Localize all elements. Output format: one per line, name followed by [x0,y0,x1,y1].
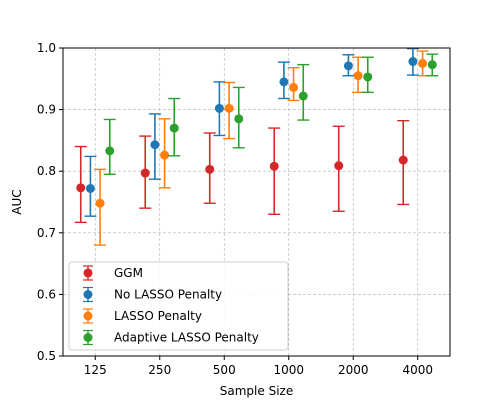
data-point [363,72,373,82]
data-point [214,103,224,113]
x-tick-label: 500 [213,363,236,377]
series-lasso-penalty [94,50,429,246]
data-point [398,155,408,165]
data-point [140,168,150,178]
data-point [279,77,289,87]
legend-label: GGM [114,266,143,280]
data-point [418,58,428,68]
data-point [95,198,105,208]
y-tick-label: 0.6 [37,287,56,301]
data-point [269,161,279,171]
data-point [427,60,437,70]
data-points [74,47,439,246]
x-tick-label: 2000 [338,363,369,377]
y-axis-label: AUC [10,189,24,214]
legend-marker [83,268,93,278]
data-point [289,82,299,92]
series-adaptive-lasso-penalty [103,53,439,175]
legend-box [68,261,289,351]
data-point [343,61,353,71]
y-tick-label: 1.0 [37,41,56,55]
x-tick-label: 4000 [402,363,433,377]
data-point [85,183,95,193]
legend-item: LASSO Penalty [83,308,202,324]
legend-item: Adaptive LASSO Penalty [83,329,259,346]
x-tick-label: 125 [84,363,107,377]
legend-marker [83,311,93,321]
data-point [76,183,86,193]
data-point [169,123,179,133]
data-point [160,150,170,160]
y-tick-label: 0.5 [37,349,56,363]
series-ggm [74,119,410,224]
legend-label: Adaptive LASSO Penalty [114,331,259,345]
axis-ticks: 0.5 0.6 0.7 0.8 0.9 1.0 125 250 500 1000 2000 4000 [37,41,433,377]
data-point [298,91,308,101]
data-point [150,140,160,150]
y-tick-label: 0.8 [37,164,56,178]
x-tick-label: 1000 [273,363,304,377]
data-point [224,103,234,113]
legend-label: LASSO Penalty [114,309,202,323]
y-tick-label: 0.7 [37,226,56,240]
data-point [105,146,115,156]
series-no-lasso-penalty [84,47,419,217]
legend-label: No LASSO Penalty [114,288,222,302]
plot-frame [62,47,451,357]
legend: GGM No LASSO Penalty LASSO Penalty Adaptive… [68,261,289,351]
legend-item: No LASSO Penalty [83,286,222,303]
legend-marker [83,333,93,342]
legend-marker [83,290,93,299]
data-point [334,161,344,171]
data-point [353,71,363,81]
x-tick-label: 250 [148,363,171,377]
data-point [234,114,244,124]
x-axis-label: Sample Size [220,384,293,398]
legend-item: GGM [83,265,143,281]
data-point [205,164,215,174]
data-point [408,57,418,67]
y-tick-label: 0.9 [37,103,56,117]
